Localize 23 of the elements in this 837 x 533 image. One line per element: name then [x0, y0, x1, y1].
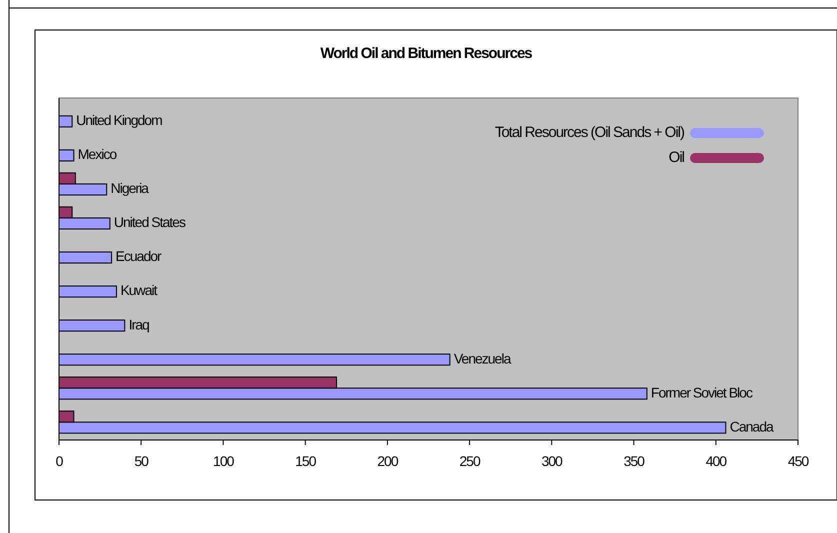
- y-tick-label: Mexico: [78, 146, 118, 162]
- x-tick-label: 450: [788, 453, 810, 469]
- x-tick-label: 250: [459, 453, 481, 469]
- y-tick-label: Kuwait: [120, 282, 158, 298]
- y-tick-label: United States: [114, 214, 186, 230]
- x-tick-label: 300: [541, 453, 564, 469]
- y-tick-label: Iraq: [128, 316, 150, 332]
- y-tick-label: Venezuela: [454, 350, 512, 366]
- legend-label: Total Resources (Oil Sands + Oil): [494, 124, 685, 141]
- chart-title: World Oil and Bitumen Resources: [320, 45, 532, 62]
- x-tick-label: 350: [624, 453, 646, 469]
- x-tick-label: 200: [377, 453, 399, 469]
- x-tick-label: 150: [295, 453, 317, 469]
- x-tick-label: 400: [706, 453, 728, 469]
- y-tick-label: Former Soviet Bloc: [650, 384, 753, 400]
- x-tick-label: 50: [134, 453, 150, 469]
- legend-label: Oil: [668, 148, 685, 166]
- y-tick-label: Ecuador: [116, 248, 162, 264]
- x-tick-label: 100: [213, 453, 235, 469]
- y-tick-label: Nigeria: [110, 180, 150, 196]
- x-tick-label: 0: [56, 453, 64, 469]
- y-tick-label: United Kingdom: [76, 112, 162, 128]
- y-tick-label: Canada: [730, 418, 774, 434]
